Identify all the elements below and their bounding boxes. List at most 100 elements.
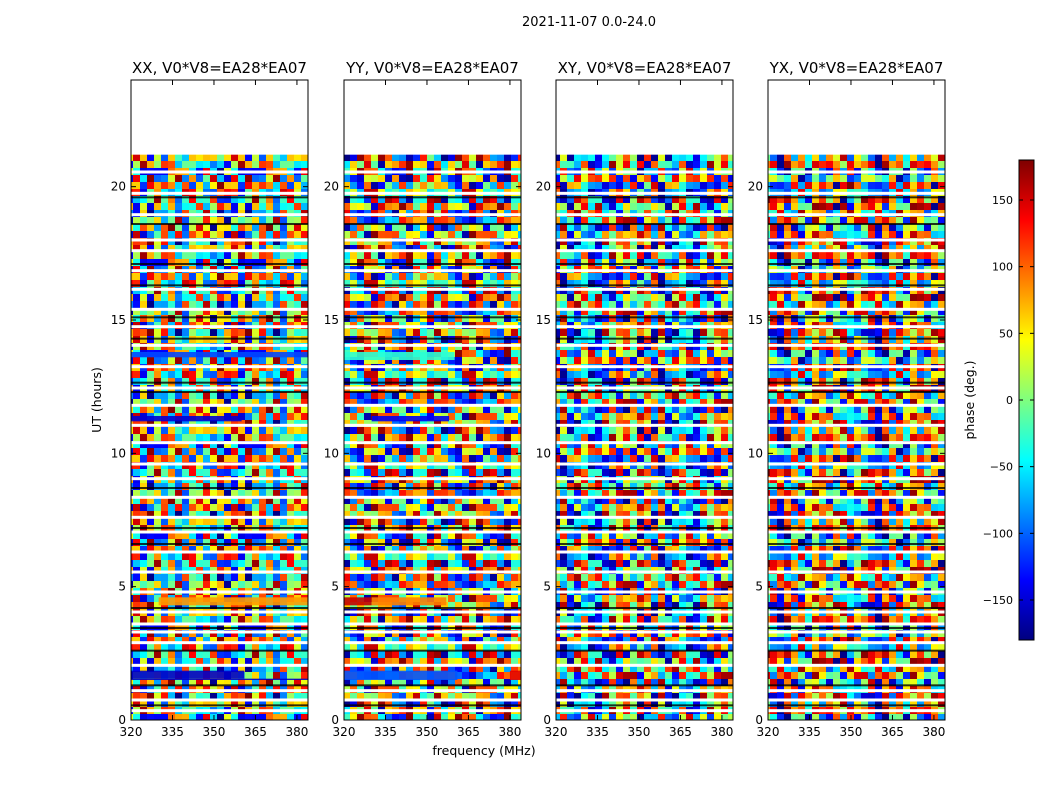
flag-line [131,607,308,609]
flag-gap [344,610,521,614]
phase-band [371,416,450,422]
phase-noise-field [556,154,733,720]
flag-line [768,263,945,265]
flag-gap [556,249,733,253]
flag-gap [768,365,945,369]
flag-gap [768,641,945,645]
phase-band [131,416,242,422]
colorbar-tick-label: 100 [992,261,1013,274]
figure-title: 2021-11-07 0.0-24.0 [522,15,656,30]
flag-gap [344,213,521,217]
flag-line [344,284,521,287]
phase-band [344,670,458,680]
panel-title: XY, V0*V8=EA28*EA07 [558,59,732,77]
flag-line [556,316,733,319]
flag-gap [768,462,945,466]
y-tick-label: 20 [111,180,126,194]
flag-line [131,391,308,393]
flag-gap [556,287,733,291]
flag-line [344,381,521,384]
x-tick-label: 350 [628,725,651,739]
colorbar: 150 100 50 0 −50 −100 −150 phase (deg.) [962,159,1035,641]
flag-line [768,627,945,629]
flag-gap [768,698,945,702]
flag-gap [768,550,945,554]
flag-gap [556,495,733,499]
flag-gap [768,495,945,499]
flag-line [344,391,521,393]
y-tick-label: 5 [755,580,763,594]
flag-line [556,607,733,609]
flag-gap [768,530,945,534]
flag-gap [131,515,308,519]
flag-line [344,649,521,652]
flag-line [556,196,733,199]
flag-line [131,684,308,687]
x-tick-label: 365 [244,725,267,739]
flag-gap [768,249,945,253]
flag-line [344,316,521,319]
flag-gap [344,689,521,693]
y-tick-label: 10 [324,446,339,460]
flag-gap [131,570,308,574]
phase-band [131,352,308,358]
flag-gap [556,403,733,407]
flag-gap [131,477,308,481]
flag-gap [131,462,308,466]
flag-gap [768,170,945,174]
x-tick-label: 380 [498,725,521,739]
flag-gap [768,269,945,273]
panel-title: YX, V0*V8=EA28*EA07 [769,59,944,77]
flag-gap [556,530,733,534]
x-tick-label: 335 [161,725,184,739]
flag-gap [131,698,308,702]
y-tick-label: 15 [111,313,126,327]
flag-gap [344,386,521,390]
flag-gap [131,307,308,311]
flag-line [344,607,521,609]
x-tick-label: 320 [545,725,568,739]
flag-gap [556,630,733,634]
flag-line [768,607,945,609]
flag-gap [768,287,945,291]
flag-line [344,704,521,707]
flag-gap [131,610,308,614]
x-tick-label: 335 [798,725,821,739]
flag-line [768,704,945,707]
flag-line [344,487,521,489]
flag-gap [131,590,308,594]
flag-gap [131,441,308,445]
panels-group: XX, V0*V8=EA28*EA07 320 335 350 365 380 0 5 10 15… [111,59,946,739]
flag-line [556,487,733,489]
flag-line [131,196,308,199]
flag-gap [556,570,733,574]
flag-line [556,337,733,340]
flag-gap [556,213,733,217]
flag-gap [344,403,521,407]
flag-line [768,649,945,652]
colorbar-ticks: 150 100 50 0 −50 −100 −150 [983,194,1034,607]
panel-4: YX, V0*V8=EA28*EA07 320 335 350 365 380 0 5 10 15… [748,59,946,739]
flag-gap [768,386,945,390]
flag-gap [131,365,308,369]
flag-line [131,627,308,629]
flag-gap [131,343,308,347]
flag-gap [768,663,945,667]
flag-gap [344,590,521,594]
flag-gap [768,689,945,693]
flag-gap [556,441,733,445]
x-tick-label: 365 [457,725,480,739]
x-tick-label: 365 [881,725,904,739]
flag-line [556,527,733,529]
flag-gap [131,641,308,645]
phase-noise-field [131,154,308,720]
flag-gap [556,622,733,626]
flag-line [768,381,945,384]
y-tick-label: 5 [331,580,339,594]
flag-line [556,263,733,265]
y-tick-label: 20 [324,180,339,194]
flag-gap [768,403,945,407]
y-axis-label: UT (hours) [89,367,104,433]
flag-gap [768,477,945,481]
